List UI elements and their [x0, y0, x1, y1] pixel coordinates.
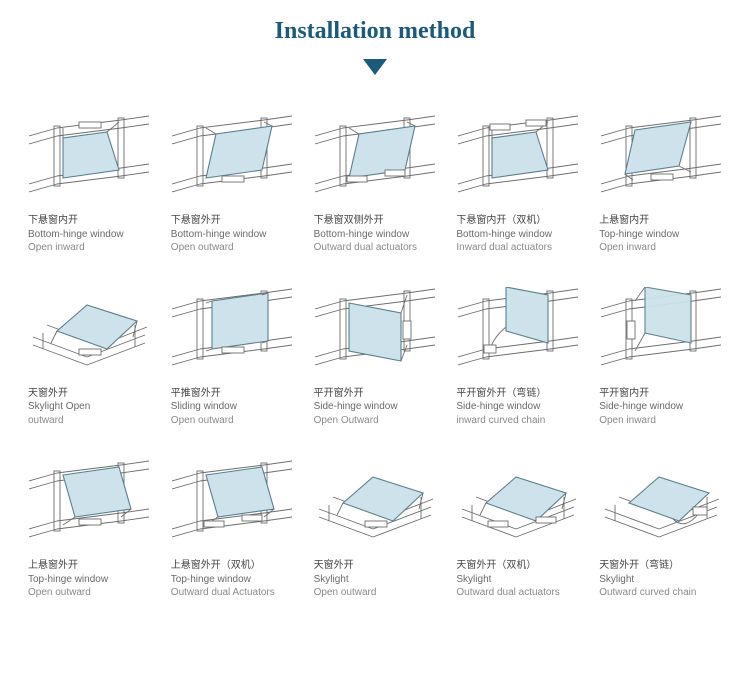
label-en2: Open outward	[171, 414, 294, 428]
window-diagram-icon	[458, 287, 578, 379]
window-diagram-icon	[315, 114, 435, 206]
window-diagram-icon	[172, 114, 292, 206]
label-en2: outward	[28, 414, 151, 428]
installation-cell: 天窗外开（弯链） Skylight Outward curved chain	[599, 459, 722, 600]
label-en2: Open outward	[171, 241, 294, 255]
window-diagram-icon	[315, 287, 435, 379]
installation-cell: 平开窗外开 Side-hinge window Open Outward	[314, 287, 437, 428]
cell-labels: 平推窗外开 Sliding window Open outward	[171, 387, 294, 428]
cell-labels: 上悬窗外开 Top-hinge window Open outward	[28, 559, 151, 600]
cell-labels: 下悬窗内开 Bottom-hinge window Open inward	[28, 214, 151, 255]
window-diagram-icon	[458, 114, 578, 206]
cell-labels: 天窗外开 Skylight Open outward	[28, 387, 151, 428]
window-diagram-icon	[29, 459, 149, 551]
label-en1: Skylight Open	[28, 400, 151, 414]
label-cn: 上悬窗外开（双机）	[171, 559, 294, 573]
label-en1: Skylight	[456, 573, 579, 587]
label-en1: Top-hinge window	[171, 573, 294, 587]
cell-labels: 下悬窗外开 Bottom-hinge window Open outward	[171, 214, 294, 255]
label-en2: Open outward	[314, 586, 437, 600]
window-diagram-icon	[172, 459, 292, 551]
label-en1: Bottom-hinge window	[171, 228, 294, 242]
label-cn: 平开窗内开	[599, 387, 722, 401]
installation-cell: 天窗外开（双机） Skylight Outward dual actuators	[456, 459, 579, 600]
label-cn: 天窗外开（弯链）	[599, 559, 722, 573]
installation-cell: 下悬窗内开（双机） Bottom-hinge window Inward dua…	[456, 114, 579, 255]
window-diagram-icon	[458, 459, 578, 551]
label-cn: 下悬窗双侧外开	[314, 214, 437, 228]
installation-cell: 下悬窗外开 Bottom-hinge window Open outward	[171, 114, 294, 255]
installation-cell: 天窗外开 Skylight Open outward	[314, 459, 437, 600]
installation-grid: 下悬窗内开 Bottom-hinge window Open inward	[28, 114, 722, 600]
label-cn: 下悬窗内开（双机）	[456, 214, 579, 228]
label-cn: 上悬窗内开	[599, 214, 722, 228]
label-cn: 天窗外开（双机）	[456, 559, 579, 573]
installation-cell: 下悬窗双侧外开 Bottom-hinge window Outward dual…	[314, 114, 437, 255]
label-cn: 下悬窗外开	[171, 214, 294, 228]
label-cn: 下悬窗内开	[28, 214, 151, 228]
installation-cell: 上悬窗内开 Top-hinge window Open inward	[599, 114, 722, 255]
installation-cell: 下悬窗内开 Bottom-hinge window Open inward	[28, 114, 151, 255]
label-en2: Open inward	[599, 241, 722, 255]
cell-labels: 平开窗外开 Side-hinge window Open Outward	[314, 387, 437, 428]
label-en1: Sliding window	[171, 400, 294, 414]
page-title: Installation method	[0, 0, 750, 45]
label-en1: Side-hinge window	[599, 400, 722, 414]
cell-labels: 上悬窗外开（双机） Top-hinge window Outward dual …	[171, 559, 294, 600]
installation-cell: 平开窗外开（弯链） Side-hinge window inward curve…	[456, 287, 579, 428]
label-en1: Bottom-hinge window	[314, 228, 437, 242]
window-diagram-icon	[29, 114, 149, 206]
label-cn: 平推窗外开	[171, 387, 294, 401]
label-en1: Skylight	[599, 573, 722, 587]
title-divider	[0, 59, 750, 80]
cell-labels: 平开窗内开 Side-hinge window Open inward	[599, 387, 722, 428]
label-en1: Side-hinge window	[456, 400, 579, 414]
cell-labels: 平开窗外开（弯链） Side-hinge window inward curve…	[456, 387, 579, 428]
window-diagram-icon	[601, 459, 721, 551]
label-en2: Open inward	[28, 241, 151, 255]
window-diagram-icon	[29, 287, 149, 379]
label-en1: Side-hinge window	[314, 400, 437, 414]
label-cn: 上悬窗外开	[28, 559, 151, 573]
cell-labels: 下悬窗双侧外开 Bottom-hinge window Outward dual…	[314, 214, 437, 255]
cell-labels: 下悬窗内开（双机） Bottom-hinge window Inward dua…	[456, 214, 579, 255]
label-cn: 平开窗外开	[314, 387, 437, 401]
label-cn: 平开窗外开（弯链）	[456, 387, 579, 401]
window-diagram-icon	[315, 459, 435, 551]
installation-cell: 平开窗内开 Side-hinge window Open inward	[599, 287, 722, 428]
label-en1: Top-hinge window	[28, 573, 151, 587]
label-en2: inward curved chain	[456, 414, 579, 428]
label-en2: Inward dual actuators	[456, 241, 579, 255]
installation-cell: 平推窗外开 Sliding window Open outward	[171, 287, 294, 428]
label-en1: Skylight	[314, 573, 437, 587]
label-en2: Open outward	[28, 586, 151, 600]
label-cn: 天窗外开	[28, 387, 151, 401]
installation-cell: 上悬窗外开 Top-hinge window Open outward	[28, 459, 151, 600]
label-en2: Outward curved chain	[599, 586, 722, 600]
window-diagram-icon	[172, 287, 292, 379]
label-en1: Bottom-hinge window	[456, 228, 579, 242]
cell-labels: 上悬窗内开 Top-hinge window Open inward	[599, 214, 722, 255]
label-en1: Bottom-hinge window	[28, 228, 151, 242]
cell-labels: 天窗外开（弯链） Skylight Outward curved chain	[599, 559, 722, 600]
installation-cell: 上悬窗外开（双机） Top-hinge window Outward dual …	[171, 459, 294, 600]
label-en2: Open Outward	[314, 414, 437, 428]
window-diagram-icon	[601, 114, 721, 206]
triangle-down-icon	[363, 59, 387, 75]
installation-cell: 天窗外开 Skylight Open outward	[28, 287, 151, 428]
label-en2: Open inward	[599, 414, 722, 428]
label-en2: Outward dual actuators	[314, 241, 437, 255]
window-diagram-icon	[601, 287, 721, 379]
cell-labels: 天窗外开（双机） Skylight Outward dual actuators	[456, 559, 579, 600]
label-en2: Outward dual Actuators	[171, 586, 294, 600]
label-en2: Outward dual actuators	[456, 586, 579, 600]
label-en1: Top-hinge window	[599, 228, 722, 242]
label-cn: 天窗外开	[314, 559, 437, 573]
cell-labels: 天窗外开 Skylight Open outward	[314, 559, 437, 600]
